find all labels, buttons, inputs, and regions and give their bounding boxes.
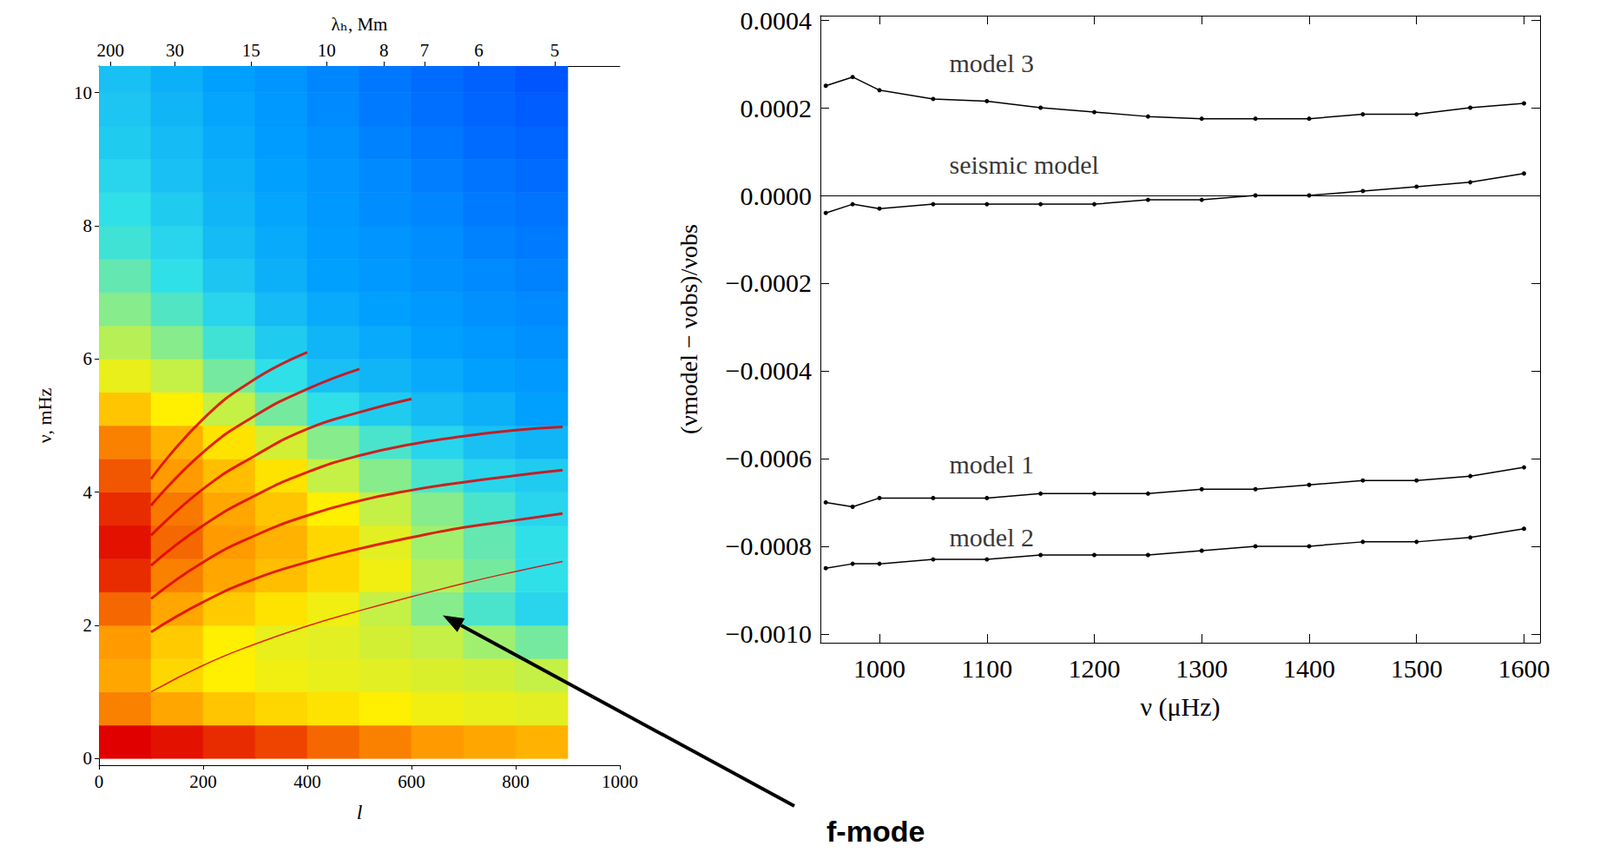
svg-text:800: 800 [501, 770, 530, 792]
svg-text:30: 30 [165, 39, 185, 61]
svg-text:0.0002: 0.0002 [740, 93, 813, 123]
svg-text:1000: 1000 [601, 770, 639, 792]
svg-text:600: 600 [397, 770, 426, 792]
svg-text:−0.0010: −0.0010 [725, 618, 812, 648]
svg-text:2: 2 [83, 614, 93, 636]
svg-text:−0.0002: −0.0002 [725, 268, 812, 297]
svg-text:0: 0 [83, 747, 93, 769]
svg-text:1000: 1000 [853, 653, 906, 683]
svg-text:ν, mHz: ν, mHz [33, 387, 56, 443]
svg-text:model 2: model 2 [948, 522, 1034, 552]
svg-text:200: 200 [96, 39, 125, 61]
svg-text:15: 15 [242, 39, 261, 61]
svg-text:0.0004: 0.0004 [740, 6, 813, 35]
svg-text:1200: 1200 [1068, 653, 1121, 683]
svg-text:6: 6 [83, 348, 93, 369]
svg-text:200: 200 [189, 770, 218, 792]
svg-text:0: 0 [94, 770, 105, 792]
svg-text:l: l [356, 800, 363, 824]
svg-text:1600: 1600 [1497, 653, 1550, 683]
svg-text:10: 10 [73, 82, 93, 104]
svg-text:model 1: model 1 [948, 449, 1034, 479]
svg-text:−0.0006: −0.0006 [725, 443, 812, 473]
svg-text:(νmodel − νobs)/νobs: (νmodel − νobs)/νobs [675, 223, 703, 435]
svg-text:ν (μHz): ν (μHz) [1139, 691, 1220, 722]
svg-text:−0.0008: −0.0008 [725, 531, 812, 560]
svg-text:1300: 1300 [1175, 653, 1228, 683]
svg-text:0.0000: 0.0000 [740, 181, 813, 211]
svg-text:8: 8 [83, 215, 93, 237]
svg-text:10: 10 [317, 39, 336, 61]
svg-text:6: 6 [474, 39, 484, 61]
svg-text:8: 8 [379, 39, 389, 61]
svg-text:λₕ, Mm: λₕ, Mm [331, 13, 389, 35]
svg-text:400: 400 [293, 770, 322, 792]
svg-text:7: 7 [420, 39, 430, 61]
svg-text:4: 4 [83, 481, 93, 503]
svg-text:−0.0004: −0.0004 [725, 355, 812, 385]
svg-text:model 3: model 3 [948, 48, 1034, 78]
svg-text:seismic model: seismic model [948, 150, 1099, 179]
svg-text:5: 5 [550, 39, 560, 61]
svg-text:1100: 1100 [961, 653, 1013, 683]
svg-text:f-mode: f-mode [826, 814, 925, 848]
svg-text:1500: 1500 [1390, 653, 1443, 683]
svg-text:1400: 1400 [1283, 653, 1336, 683]
